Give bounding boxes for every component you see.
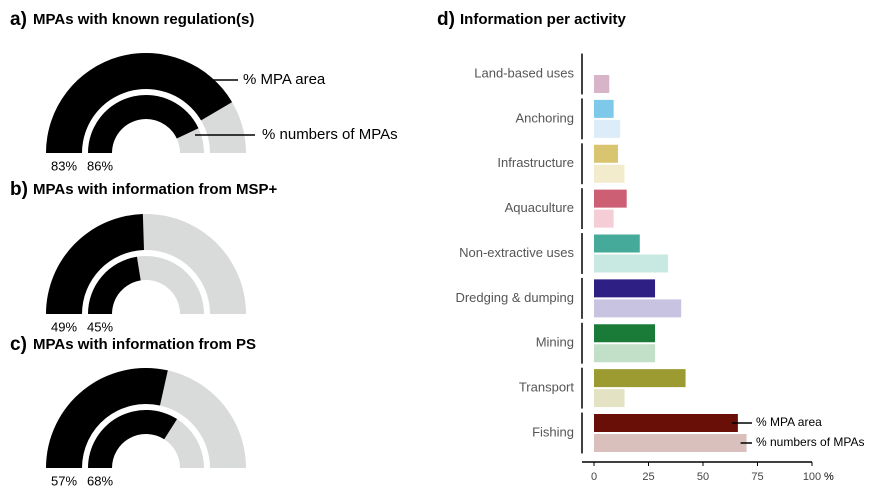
gauge-arc <box>87 409 178 468</box>
y-tick-label: Infrastructure <box>497 155 574 170</box>
y-tick-label: Anchoring <box>515 110 574 125</box>
x-axis-label: % <box>824 471 834 483</box>
gauge-value-label: 49% <box>51 319 77 334</box>
gauge-value-label: 57% <box>51 473 77 488</box>
bar <box>594 344 656 363</box>
x-tick-label: 25 <box>642 471 654 483</box>
bar <box>594 164 625 183</box>
panel-title: MPAs with information from MSP+ <box>33 181 278 198</box>
panel-title: Information per activity <box>460 11 627 28</box>
bar <box>594 434 747 452</box>
y-tick-label: Fishing <box>532 424 574 439</box>
gauge-arc <box>87 94 199 153</box>
gauge-arc <box>46 368 168 468</box>
y-tick-label: Land-based uses <box>474 65 574 80</box>
bar <box>594 389 625 408</box>
y-tick-label: Aquaculture <box>505 200 574 215</box>
panel-label: b) <box>10 179 28 200</box>
y-tick-label: Transport <box>519 380 575 395</box>
bar <box>594 189 627 208</box>
panel-title: MPAs with known regulation(s) <box>33 11 254 28</box>
panel-label: c) <box>10 334 27 355</box>
bar <box>594 75 610 93</box>
y-tick-label: Non-extractive uses <box>459 245 574 260</box>
annotation: % numbers of MPAs <box>262 126 398 143</box>
gauge-value-label: 83% <box>51 158 77 173</box>
panel-label: d) <box>437 9 455 30</box>
x-tick-label: 0 <box>591 471 597 483</box>
gauge-arc <box>46 53 233 153</box>
bar <box>594 99 614 118</box>
panel-label: a) <box>10 9 27 30</box>
gauge-value-label: 45% <box>87 319 113 334</box>
bar <box>594 279 656 298</box>
gauge-arc <box>46 214 144 314</box>
bar <box>594 209 614 228</box>
gauge-value-label: 68% <box>87 473 113 488</box>
gauge-value-label: 86% <box>87 158 113 173</box>
bar <box>594 119 621 138</box>
y-tick-label: Mining <box>536 335 574 350</box>
bar <box>594 414 738 432</box>
gauge-arc <box>88 256 141 314</box>
bar <box>594 324 656 343</box>
bar <box>594 144 618 163</box>
panel-title: MPAs with information from PS <box>33 336 256 353</box>
bar <box>594 369 686 388</box>
legend-label: % numbers of MPAs <box>756 435 864 449</box>
bar <box>594 234 640 253</box>
annotation: % MPA area <box>243 71 326 88</box>
x-tick-label: 50 <box>697 471 709 483</box>
legend-label: % MPA area <box>756 415 822 429</box>
bar <box>594 299 682 318</box>
x-tick-label: 75 <box>751 471 763 483</box>
bar <box>594 254 669 273</box>
y-tick-label: Dredging & dumping <box>455 290 574 305</box>
x-tick-label: 100 <box>803 471 821 483</box>
